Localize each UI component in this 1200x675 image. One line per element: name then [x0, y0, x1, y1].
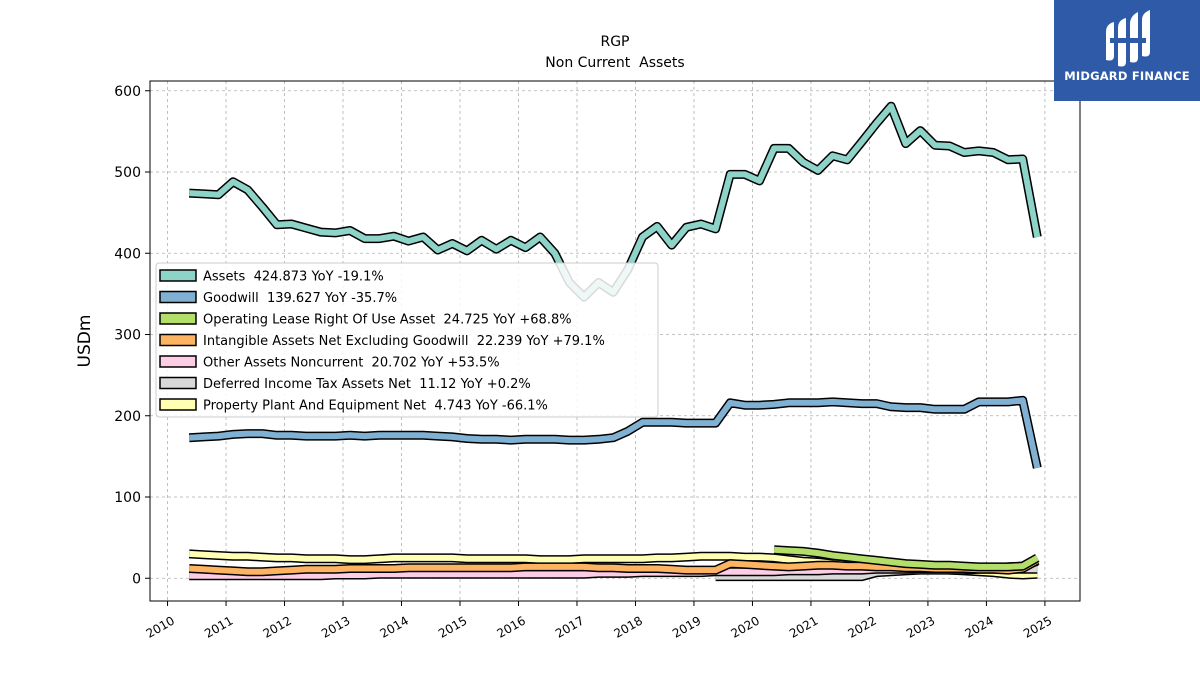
chart-subtitle: Non Current Assets	[545, 55, 684, 71]
midgard-finance-logo: MIDGARD FINANCE	[1054, 0, 1200, 101]
legend-swatch-2	[159, 312, 197, 325]
legend: Assets 424.873 YoY -19.1% Goodwill 139.62…	[155, 262, 659, 418]
y-tick-label-1: 100	[114, 490, 141, 506]
y-tick-label-3: 300	[114, 328, 141, 344]
legend-swatch-3	[159, 333, 197, 347]
logo-mark-icon	[1106, 10, 1150, 67]
x-tick-label-6: 2016	[495, 613, 528, 640]
x-tick-label-5: 2015	[436, 613, 469, 640]
x-tick-label-2: 2012	[261, 613, 294, 640]
legend-label-4: Other Assets Noncurrent 20.702 YoY +53.5…	[203, 356, 500, 371]
plot-frame	[149, 80, 1081, 602]
legend-label-3: Intangible Assets Net Excluding Goodwill…	[203, 334, 605, 349]
legend-swatch-4	[159, 355, 197, 368]
chart-title: RGP	[600, 34, 629, 50]
x-tick-label-8: 2018	[612, 613, 645, 640]
x-tick-label-11: 2021	[787, 613, 820, 640]
legend-label-0: Assets 424.873 YoY -19.1%	[203, 270, 384, 285]
legend-label-6: Property Plant And Equipment Net 4.743 Y…	[203, 399, 548, 414]
series-intangible-assets-net-excluding-goodwill	[188, 556, 1040, 577]
legend-label-5: Deferred Income Tax Assets Net 11.12 YoY…	[203, 377, 531, 392]
y-tick-label-0: 0	[132, 571, 141, 587]
legend-swatch-5	[159, 376, 197, 390]
series-layer	[188, 101, 1042, 582]
series-line-3	[189, 557, 1039, 575]
y-axis-label: USDm	[75, 315, 95, 368]
x-tick-label-13: 2023	[904, 613, 937, 640]
x-tick-label-0: 2010	[144, 613, 177, 640]
x-tick-label-7: 2017	[553, 613, 586, 640]
x-tick-label-3: 2013	[319, 613, 352, 640]
x-tick-label-14: 2024	[962, 613, 995, 640]
y-tick-label-2: 200	[114, 409, 141, 425]
series-operating-lease-right-of-use-asset	[773, 545, 1040, 572]
legend-label-1: Goodwill 139.627 YoY -35.7%	[203, 291, 397, 306]
x-tick-label-1: 2011	[202, 613, 235, 640]
series-line-2	[773, 546, 1039, 570]
legend-frame	[155, 262, 659, 418]
y-tick-label-4: 400	[114, 246, 141, 262]
legend-swatch-0	[159, 269, 197, 282]
legend-swatch-6	[159, 398, 197, 411]
legend-swatch-1	[159, 290, 197, 304]
logo-text: MIDGARD FINANCE	[1064, 69, 1190, 83]
y-tick-label-6: 600	[114, 84, 141, 100]
legend-label-2: Operating Lease Right Of Use Asset 24.72…	[203, 313, 572, 328]
x-tick-label-4: 2014	[378, 613, 411, 640]
y-tick-label-5: 500	[114, 165, 141, 181]
series-goodwill	[188, 395, 1042, 469]
x-tick-label-15: 2025	[1021, 613, 1054, 640]
series-line-1	[189, 397, 1041, 469]
x-tick-label-12: 2022	[845, 613, 878, 640]
x-tick-label-9: 2019	[670, 613, 703, 640]
x-tick-label-10: 2020	[728, 613, 761, 640]
